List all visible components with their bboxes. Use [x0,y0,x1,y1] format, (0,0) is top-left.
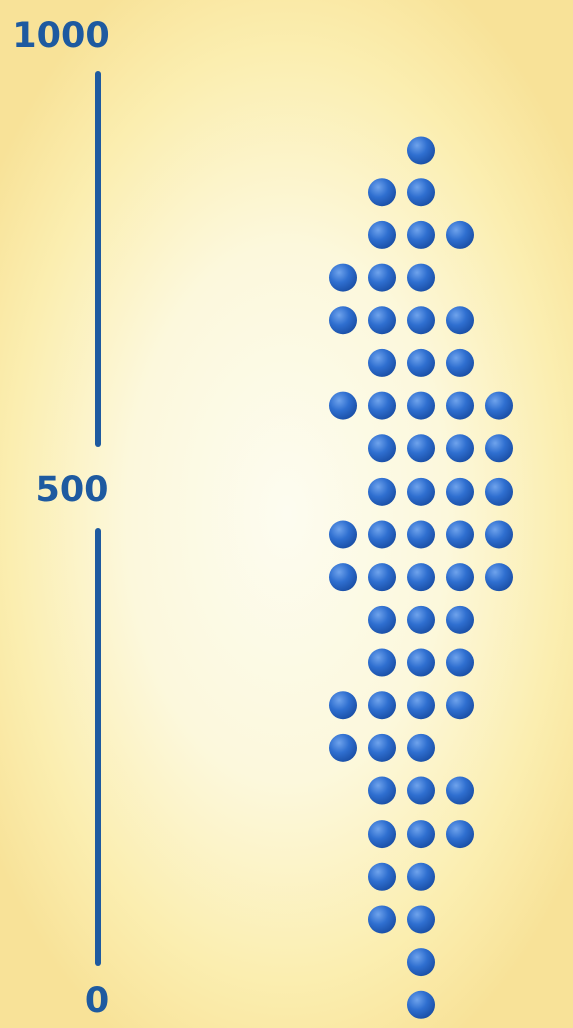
data-dot [485,434,513,463]
data-dot [368,220,396,249]
data-dot [446,306,474,335]
data-dot [407,733,435,762]
data-dot [446,776,474,805]
data-dot [368,862,396,891]
data-dot [368,520,396,549]
data-dot [407,948,435,977]
data-dot [407,990,435,1019]
data-dot [446,563,474,592]
data-dot [485,563,513,592]
data-dot [329,306,357,335]
data-dot [407,178,435,207]
data-dot [407,520,435,549]
data-dot [329,520,357,549]
data-dot [329,563,357,592]
y-tick-label-0: 0 [85,981,109,1021]
y-tick-label-500: 500 [35,470,108,510]
data-dot [368,391,396,420]
data-dot [368,348,396,377]
data-dot [407,263,435,292]
data-dot [407,648,435,677]
data-dot [407,776,435,805]
data-dot [368,263,396,292]
data-dot [407,691,435,720]
data-dot [368,648,396,677]
data-dot [446,434,474,463]
data-dot [368,905,396,934]
data-dot [485,520,513,549]
data-dot [407,391,435,420]
data-dot [368,691,396,720]
data-dot [446,391,474,420]
data-dot [485,477,513,506]
data-dot [446,220,474,249]
data-dot [407,905,435,934]
data-dot [329,733,357,762]
data-dot [368,776,396,805]
data-dot [368,563,396,592]
data-dot [407,477,435,506]
data-dot [368,178,396,207]
data-dot [407,563,435,592]
data-dot [368,820,396,849]
data-dot [407,862,435,891]
y-axis: 1000 500 0 [12,16,109,1021]
data-dot [329,691,357,720]
data-dot [446,648,474,677]
data-dot [446,348,474,377]
data-dot [407,434,435,463]
data-dot [407,605,435,634]
data-dot [407,136,435,165]
dot-series [329,136,513,1019]
data-dot [368,306,396,335]
data-dot [368,733,396,762]
data-dot [407,220,435,249]
data-dot [446,605,474,634]
data-dot [407,306,435,335]
data-dot [368,477,396,506]
data-dot [407,348,435,377]
data-dot [368,434,396,463]
data-dot [368,605,396,634]
data-dot [329,391,357,420]
data-dot [446,820,474,849]
data-dot [485,391,513,420]
data-dot [446,520,474,549]
data-dot [446,477,474,506]
y-tick-label-1000: 1000 [12,16,109,56]
data-dot [407,820,435,849]
data-dot [446,691,474,720]
data-dot [329,263,357,292]
